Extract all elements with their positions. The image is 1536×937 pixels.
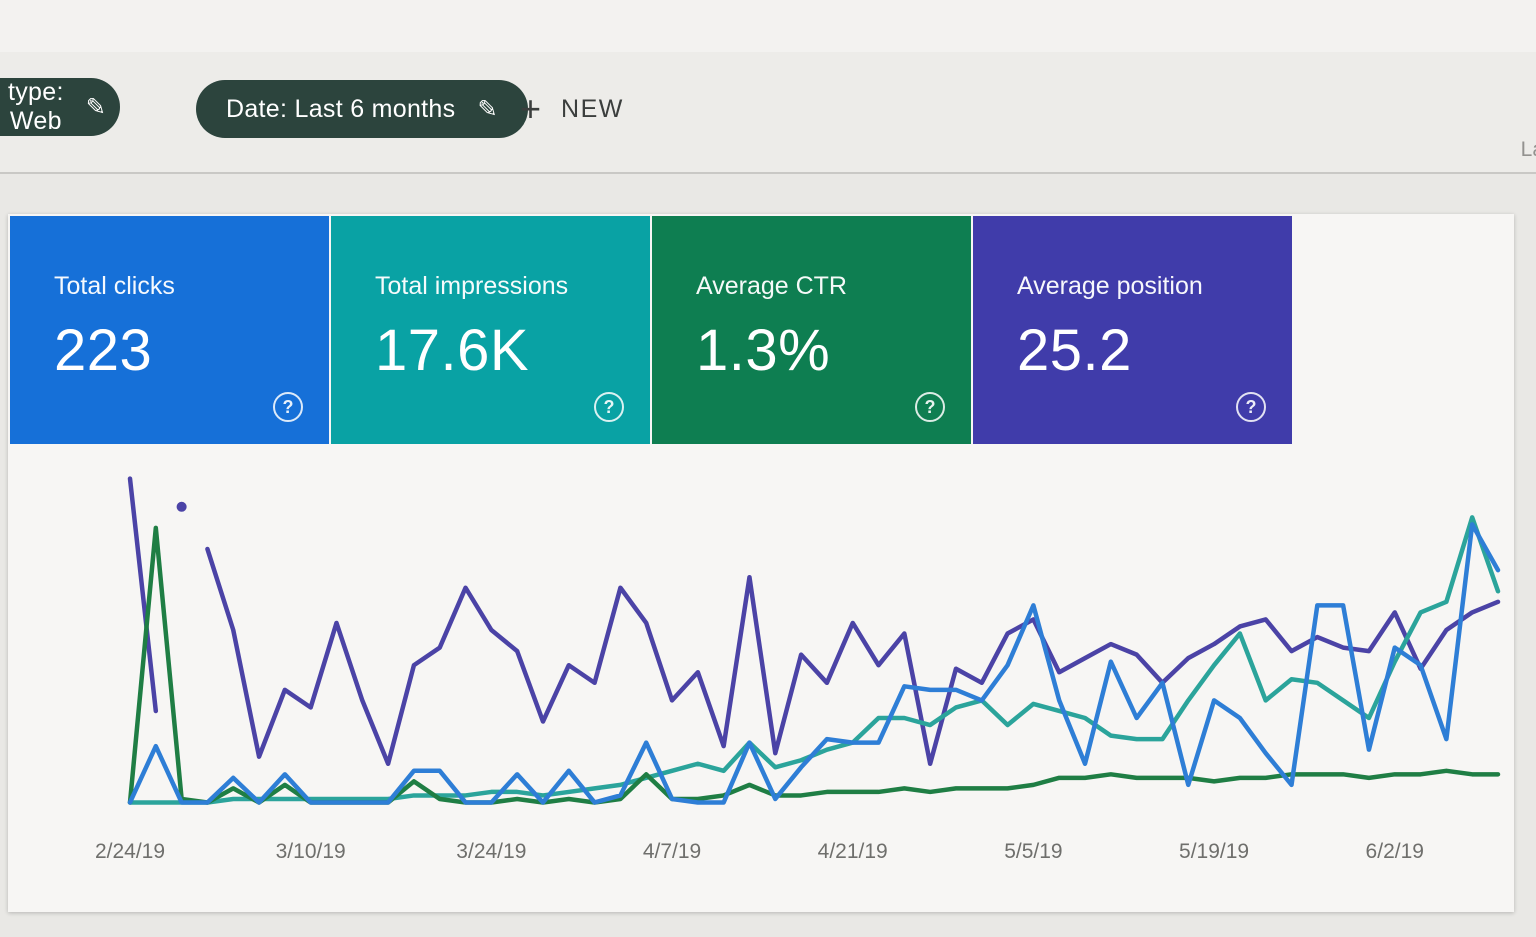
metric-tile-total-clicks[interactable]: Total clicks 223 ? [10,216,329,444]
help-icon[interactable]: ? [1236,392,1266,422]
metric-value: 25.2 [1017,318,1132,383]
x-axis-tick-label: 4/21/19 [817,840,888,863]
x-axis-tick-label: 2/24/19 [94,840,166,863]
metric-tile-total-impressions[interactable]: Total impressions 17.6K ? [331,216,650,444]
x-axis-tick-label: 5/19/19 [1179,840,1250,863]
metric-title: Total clicks [54,272,175,300]
metric-tiles-row: Total clicks 223 ? Total impressions 17.… [10,216,1292,444]
edit-pencil-icon[interactable]: ✎ [85,94,107,121]
help-icon[interactable]: ? [594,392,624,422]
series-line-total-impressions [127,515,1501,805]
metric-title: Average position [1017,272,1203,300]
metric-tile-average-ctr[interactable]: Average CTR 1.3% ? [652,216,971,444]
search-type-filter-label: type: Web [8,78,64,135]
clipped-right-text: La [1520,138,1536,161]
series-line-total-clicks [127,522,1501,805]
edit-pencil-icon[interactable]: ✎ [477,96,498,123]
toolbar-divider [0,172,1536,174]
metric-tile-average-position[interactable]: Average position 25.2 ? [973,216,1292,444]
new-filter-button[interactable]: + NEW [514,90,630,128]
series-line-average-position [127,476,159,714]
search-type-filter-chip[interactable]: type: Web ✎ [0,78,120,136]
metric-title: Average CTR [696,272,847,300]
series-line-average-position [205,546,1501,767]
help-icon[interactable]: ? [915,392,945,422]
x-axis-tick-label: 4/7/19 [642,840,702,863]
x-axis-tick-label: 3/10/19 [275,840,346,863]
x-axis-tick-label: 6/2/19 [1365,840,1424,863]
metric-value: 17.6K [375,318,530,383]
chart-x-axis: 2/24/19 3/10/19 3/24/19 4/7/19 4/21/19 5/5/19… [8,840,1512,880]
performance-card: Total clicks 223 ? Total impressions 17.… [8,214,1514,912]
date-filter-label: Date: Last 6 months [226,94,456,123]
performance-chart [127,476,1501,805]
metric-value: 223 [54,318,153,383]
metric-value: 1.3% [696,318,831,383]
x-axis-tick-label: 5/5/19 [1004,840,1063,863]
metric-title: Total impressions [375,272,569,300]
new-button-label: NEW [561,94,624,123]
top-band [0,0,1536,53]
x-axis-tick-label: 3/24/19 [456,840,527,863]
filter-toolbar: type: Web ✎ Date: Last 6 months ✎ + NEW … [0,52,1536,172]
date-filter-chip[interactable]: Date: Last 6 months ✎ [196,80,528,138]
series-gap-dot [176,501,187,512]
plus-icon: + [520,88,542,129]
help-icon[interactable]: ? [273,392,303,422]
